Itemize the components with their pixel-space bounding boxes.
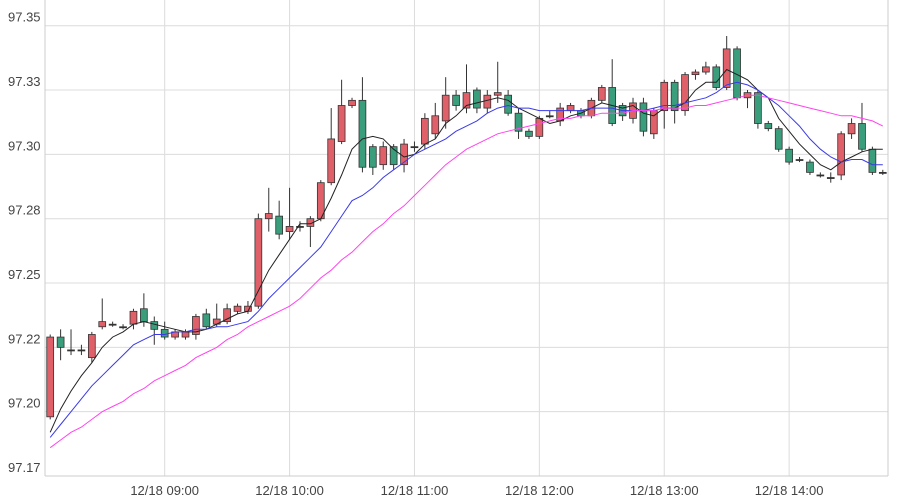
y-tick-label: 97.28 [8, 203, 41, 218]
ma-line [49, 94, 884, 449]
candle-body [483, 94, 492, 109]
candle-body [722, 48, 731, 88]
candle-body [806, 161, 814, 173]
candle-body [847, 123, 856, 135]
candle-body [754, 92, 762, 124]
x-tick-label: 12/18 14:00 [755, 483, 824, 498]
y-tick-label: 97.17 [8, 460, 41, 475]
candle-body [431, 115, 440, 135]
candle-body [46, 336, 55, 418]
candle-body [764, 123, 773, 130]
candle-body [264, 213, 273, 220]
y-tick-label: 97.35 [8, 10, 41, 25]
candle-body [795, 159, 804, 161]
x-tick-label: 12/18 12:00 [505, 483, 574, 498]
ma-line [49, 68, 883, 433]
candle-body [181, 331, 190, 338]
x-tick-label: 12/18 11:00 [381, 483, 449, 498]
candle-body [774, 128, 783, 150]
candle-body [639, 102, 648, 132]
candle-body [160, 328, 169, 338]
candle-body [785, 148, 793, 163]
y-tick-label: 97.22 [8, 331, 41, 346]
candle-body [337, 105, 346, 142]
candle-body [67, 349, 75, 352]
candle-body [670, 81, 679, 112]
candle-body [327, 138, 336, 184]
candle-body [56, 336, 65, 348]
candle-body [858, 123, 866, 150]
candle-body [826, 177, 835, 179]
candle-body [660, 81, 669, 112]
candle-body [816, 174, 825, 177]
candle-body [285, 226, 294, 232]
y-tick-label: 97.20 [8, 396, 41, 411]
candle-body [348, 99, 356, 106]
candle-body [421, 117, 429, 145]
candle-body [514, 112, 523, 132]
candle-body [296, 226, 304, 228]
y-tick-label: 97.33 [8, 74, 41, 89]
candle-body [358, 99, 367, 168]
candle-body [389, 146, 398, 166]
candle-body [129, 310, 138, 325]
candle-body [597, 87, 606, 101]
candle-body [368, 146, 377, 168]
candle-body [566, 105, 575, 112]
candle-body [202, 313, 211, 328]
candle-body [108, 323, 117, 326]
candle-body [87, 334, 96, 359]
candle-body [473, 89, 481, 109]
candle-body [545, 115, 554, 118]
candle-body [462, 92, 471, 109]
candle-body [254, 218, 263, 307]
candle-body [504, 94, 512, 114]
candle-body [452, 94, 460, 106]
candle-body [691, 71, 700, 76]
y-tick-label: 97.30 [8, 138, 41, 153]
candle-body [119, 326, 127, 329]
candle-body [98, 321, 107, 328]
x-tick-label: 12/18 09:00 [130, 483, 199, 498]
candle-body [233, 305, 242, 312]
y-tick-label: 97.25 [8, 267, 41, 282]
candle-body [275, 215, 284, 235]
candle-body [223, 308, 231, 323]
candle-body [525, 130, 533, 137]
ma-line [49, 81, 883, 438]
x-tick-label: 12/18 10:00 [255, 483, 324, 498]
candle-body [868, 148, 877, 173]
x-tick-label: 12/18 13:00 [630, 483, 699, 498]
candle-body [493, 92, 502, 96]
candle-body [150, 321, 159, 330]
candle-body [878, 171, 887, 174]
candle-body [681, 74, 689, 112]
candle-body [535, 117, 544, 137]
candle-body [837, 133, 846, 176]
candle-body [441, 94, 450, 122]
candle-body [702, 66, 710, 73]
candle-body [379, 146, 388, 166]
candle-body [77, 349, 86, 352]
candle-body [140, 308, 148, 323]
candle-body [192, 316, 200, 335]
candle-body [410, 146, 419, 149]
candle-body [712, 66, 721, 88]
